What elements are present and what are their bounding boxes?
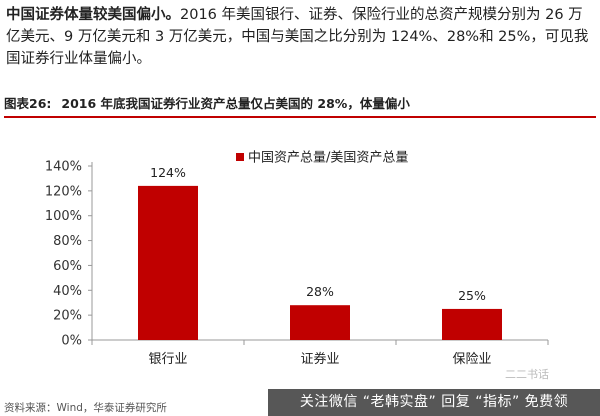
legend-swatch bbox=[236, 153, 244, 161]
bars: 124% 28% 25% bbox=[138, 165, 502, 340]
y-tick-label: 40% bbox=[53, 284, 82, 299]
legend-label: 中国资产总量/美国资产总量 bbox=[248, 151, 408, 166]
intro-body: 2016 年美国银行、证券、保险行业的总资产规模分别为 26 万亿美元、9 万亿… bbox=[6, 7, 589, 67]
figure-header: 图表26: 2016 年底我国证券行业资产总量仅占美国的 28%，体量偏小 bbox=[4, 94, 596, 118]
watermark-banner: 关注微信 “老韩实盘” 回复 “指标” 免费领 bbox=[268, 389, 600, 416]
bar-1 bbox=[138, 185, 198, 340]
x-axis: 银行业 证券业 保险业 bbox=[91, 339, 549, 367]
data-label: 28% bbox=[306, 284, 334, 299]
y-tick-label: 80% bbox=[53, 234, 82, 249]
category-label: 证券业 bbox=[300, 351, 339, 367]
bar-2 bbox=[290, 305, 350, 340]
y-tick-label: 120% bbox=[45, 184, 82, 199]
y-tick-label: 0% bbox=[61, 334, 82, 349]
category-label: 保险业 bbox=[452, 352, 491, 367]
source-note: 资料来源：Wind，华泰证券研究所 bbox=[4, 402, 167, 414]
intro-lead: 中国证券体量较美国偏小。 bbox=[6, 7, 180, 23]
figure-title: 2016 年底我国证券行业资产总量仅占美国的 28%，体量偏小 bbox=[61, 96, 410, 111]
intro-paragraph: 中国证券体量较美国偏小。2016 年美国银行、证券、保险行业的总资产规模分别为 … bbox=[6, 4, 594, 70]
y-tick-label: 140% bbox=[45, 160, 82, 175]
y-axis: 0% 20% 40% 60% 80% 100% 120% 140% bbox=[45, 160, 93, 349]
figure-label: 图表26: bbox=[4, 96, 52, 111]
category-label: 银行业 bbox=[148, 352, 187, 367]
y-tick-label: 20% bbox=[53, 309, 82, 324]
logo-text: 二二书话 bbox=[505, 368, 549, 381]
bar-3 bbox=[442, 308, 502, 340]
y-tick-label: 100% bbox=[45, 209, 82, 224]
y-tick-label: 60% bbox=[53, 259, 82, 274]
legend: 中国资产总量/美国资产总量 bbox=[236, 151, 408, 166]
data-label: 124% bbox=[150, 165, 186, 180]
data-label: 25% bbox=[458, 288, 486, 303]
